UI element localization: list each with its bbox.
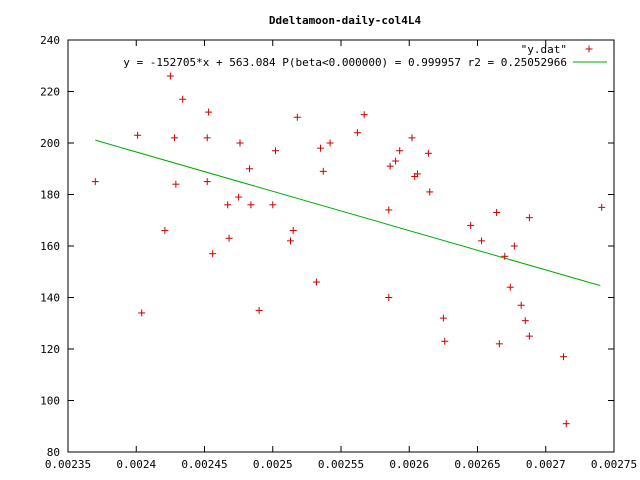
data-point [501,252,509,260]
data-point [392,157,400,165]
data-point [525,214,533,222]
data-point [353,129,361,137]
legend-marker [585,45,593,53]
data-point [319,167,327,175]
x-tick-label: 0.0026 [389,458,429,471]
data-point [286,237,294,245]
data-point [289,227,297,235]
x-tick-label: 0.0025 [253,458,293,471]
data-point [408,134,416,142]
axes: 0.00235 0.0024 0.00245 0.0025 0.00255 0.0026 0… [40,34,637,471]
data-point [161,227,169,235]
data-point [166,72,174,80]
fit-line-layer [95,139,601,287]
data-point [293,113,301,121]
data-point [326,139,334,147]
data-point [413,170,421,178]
legend: "y.dat" y = -152705*x + 563.084 P(beta<0… [123,43,607,69]
data-point [517,301,525,309]
data-point [205,108,213,116]
data-point [247,201,255,209]
data-point [172,180,180,188]
data-point [224,201,232,209]
data-point [360,111,368,119]
data-point [209,250,217,258]
chart-title: Ddeltamoon-daily-col4L4 [269,14,422,27]
legend-sample-plus-marker [585,45,593,53]
x-tick-label: 0.0024 [116,458,156,471]
data-point [598,203,606,211]
data-point [386,162,394,170]
x-tick-label: 0.00245 [181,458,227,471]
y-tick-label: 100 [40,395,60,408]
data-point [441,337,449,345]
data-point [426,188,434,196]
y-tick-label: 220 [40,86,60,99]
data-point [138,309,146,317]
data-point [385,294,393,301]
y-tick-label: 120 [40,343,60,356]
legend-label-data: "y.dat" [521,43,567,56]
legend-label-fit: y = -152705*x + 563.084 P(beta<0.000000)… [123,56,567,69]
data-point [424,149,432,157]
x-tick-label: 0.00265 [454,458,500,471]
data-point [510,242,518,250]
x-tick-label: 0.00275 [591,458,637,471]
data-point [493,209,501,217]
data-point [467,221,475,229]
data-point [317,144,325,152]
x-tick-label: 0.0027 [526,458,566,471]
y-tick-label: 80 [47,446,60,459]
data-point [312,278,320,286]
data-points-layer [91,72,606,428]
data-point [506,283,514,291]
data-point [525,332,533,340]
data-point [478,237,486,245]
data-point [559,353,567,361]
data-point [385,206,393,214]
data-point [203,134,211,142]
y-tick-label: 200 [40,137,60,150]
data-point [203,178,211,186]
data-point [134,131,142,139]
data-point [255,306,263,314]
fit-line [95,139,601,287]
data-point [179,95,187,103]
x-tick-label: 0.00235 [45,458,91,471]
data-point [236,139,244,147]
data-point [396,147,404,155]
data-point [269,201,277,209]
data-point [562,420,570,428]
data-point [521,317,529,325]
y-tick-label: 240 [40,34,60,47]
data-point [91,178,99,186]
y-tick-label: 160 [40,240,60,253]
data-point [439,314,447,322]
data-point [235,193,243,201]
data-point [170,134,178,142]
data-point [495,340,503,348]
data-point [271,147,279,155]
y-tick-label: 140 [40,292,60,305]
y-tick-label: 180 [40,189,60,202]
x-tick-label: 0.00255 [318,458,364,471]
data-point [246,165,254,173]
data-point [225,234,233,242]
